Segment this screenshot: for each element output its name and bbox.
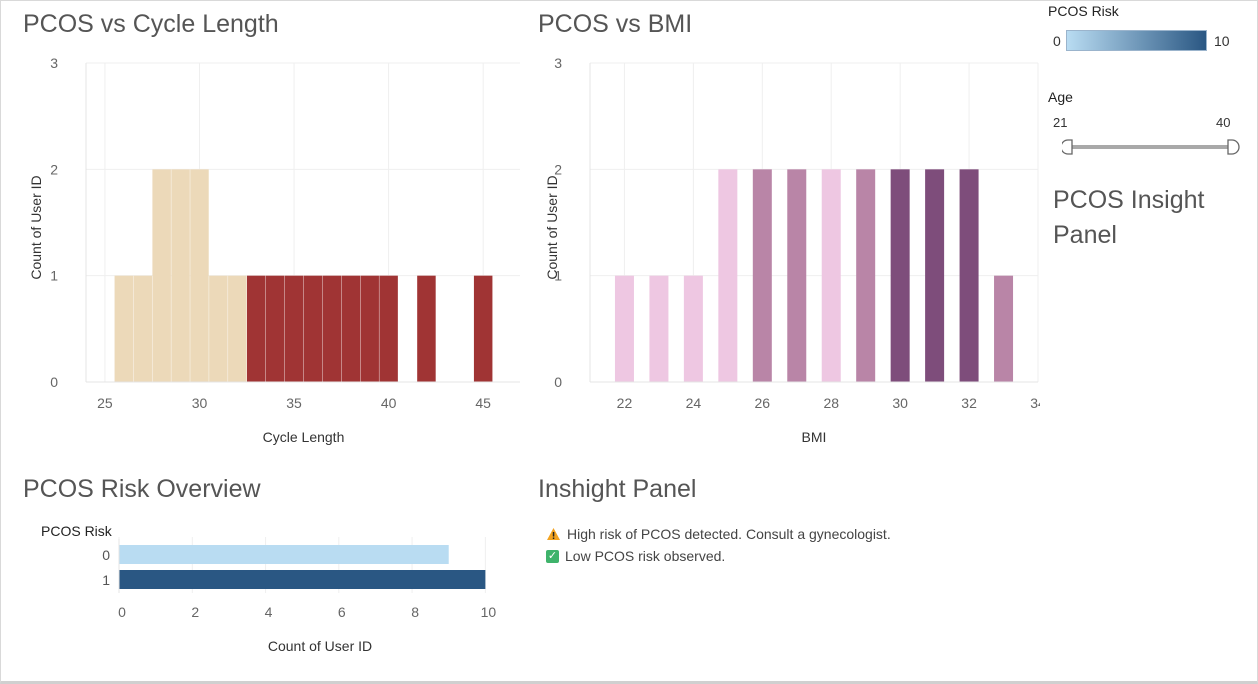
insight-high-risk: High risk of PCOS detected. Consult a gy… bbox=[546, 526, 891, 542]
bmi-y-tick-label: 1 bbox=[554, 268, 562, 284]
bmi-x-tick-label: 34 bbox=[1030, 395, 1040, 411]
risk-category-label: 0 bbox=[102, 547, 110, 563]
risk-bar bbox=[119, 570, 486, 589]
cycle-bar bbox=[360, 275, 379, 382]
cycle-bar bbox=[152, 169, 171, 382]
cycle-bar bbox=[246, 275, 266, 382]
risk-x-tick-label: 0 bbox=[118, 604, 126, 620]
age-slider-low-handle[interactable] bbox=[1062, 139, 1073, 155]
age-slider-track[interactable] bbox=[1072, 145, 1230, 149]
bmi-x-tick-label: 32 bbox=[961, 395, 977, 411]
insight-low-risk-text: Low PCOS risk observed. bbox=[565, 548, 726, 564]
age-filter-max: 40 bbox=[1216, 115, 1231, 130]
risk-category-label: 1 bbox=[102, 572, 110, 588]
cycle-y-tick-label: 1 bbox=[50, 268, 58, 284]
risk-y-axis-title: PCOS Risk bbox=[41, 523, 113, 539]
risk-x-tick-label: 4 bbox=[265, 604, 273, 620]
legend-max: 10 bbox=[1214, 33, 1230, 49]
cycle-bar bbox=[133, 275, 152, 382]
bmi-bar bbox=[787, 169, 807, 382]
cycle-x-tick-label: 40 bbox=[381, 395, 397, 411]
risk-x-tick-label: 6 bbox=[338, 604, 346, 620]
bmi-bar bbox=[994, 275, 1014, 382]
risk-x-axis-label: Count of User ID bbox=[268, 638, 372, 654]
age-range-slider[interactable] bbox=[1062, 136, 1242, 160]
bmi-x-tick-label: 30 bbox=[892, 395, 908, 411]
bmi-y-tick-label: 2 bbox=[554, 161, 562, 177]
cycle-bar bbox=[209, 275, 228, 382]
bmi-bar bbox=[752, 169, 772, 382]
cycle-bar bbox=[114, 275, 134, 382]
bmi-y-tick-label: 0 bbox=[554, 374, 562, 390]
bmi-x-tick-label: 24 bbox=[686, 395, 702, 411]
cycle-bar bbox=[171, 169, 190, 382]
cycle-bar bbox=[379, 275, 398, 382]
bmi-x-tick-label: 26 bbox=[755, 395, 771, 411]
bmi-bar bbox=[890, 169, 910, 382]
cycle-x-tick-label: 25 bbox=[97, 395, 113, 411]
insight-panel-title: Inshight Panel bbox=[538, 475, 697, 503]
cycle-bar bbox=[303, 275, 323, 382]
cycle-bar bbox=[284, 275, 304, 382]
insight-low-risk: ✓ Low PCOS risk observed. bbox=[546, 548, 725, 564]
cycle-x-axis-label: Cycle Length bbox=[263, 429, 345, 445]
bmi-y-axis-label: Count of User ID bbox=[544, 175, 560, 279]
legend-min: 0 bbox=[1053, 33, 1061, 49]
bmi-x-tick-label: 28 bbox=[823, 395, 839, 411]
side-panel-title-line1: PCOS Insight bbox=[1053, 186, 1205, 214]
cycle-y-tick-label: 2 bbox=[50, 161, 58, 177]
bmi-x-tick-label: 22 bbox=[617, 395, 633, 411]
bmi-chart-title: PCOS vs BMI bbox=[538, 10, 693, 38]
risk-x-tick-label: 8 bbox=[411, 604, 419, 620]
cycle-length-chart: 0 1 2 3 25 30 35 40 45 Cycle Length Count of User … bbox=[28, 55, 520, 445]
cycle-bar bbox=[190, 169, 209, 382]
check-icon: ✓ bbox=[546, 549, 559, 563]
cycle-x-tick-label: 35 bbox=[286, 395, 302, 411]
cycle-y-tick-label: 3 bbox=[50, 55, 58, 71]
bmi-bar bbox=[925, 169, 945, 382]
side-panel-title-line2: Panel bbox=[1053, 221, 1117, 249]
cycle-y-axis-label: Count of User ID bbox=[28, 175, 44, 279]
age-filter-min: 21 bbox=[1053, 115, 1068, 130]
cycle-bar bbox=[341, 275, 361, 382]
bmi-bar bbox=[649, 275, 669, 382]
cycle-x-tick-label: 45 bbox=[475, 395, 491, 411]
bmi-bar bbox=[959, 169, 979, 382]
bmi-chart: 0 1 2 3 22 24 26 28 30 32 34 BMI Count of User ID bbox=[544, 55, 1040, 445]
cycle-bar bbox=[265, 275, 285, 382]
age-filter-title: Age bbox=[1048, 89, 1073, 105]
risk-bar bbox=[119, 545, 449, 564]
risk-x-tick-label: 2 bbox=[191, 604, 199, 620]
cycle-bar bbox=[473, 275, 493, 382]
bmi-bar bbox=[821, 169, 841, 382]
color-legend-bar bbox=[1066, 30, 1207, 51]
side-panel-title: PCOS Insight Panel bbox=[1053, 183, 1204, 253]
cycle-bar bbox=[228, 275, 247, 382]
bmi-bar bbox=[856, 169, 876, 382]
risk-chart-title: PCOS Risk Overview bbox=[23, 475, 261, 503]
cycle-bar bbox=[322, 275, 342, 382]
legend-title: PCOS Risk bbox=[1048, 3, 1119, 19]
bmi-x-axis-label: BMI bbox=[802, 429, 827, 445]
cycle-y-tick-label: 0 bbox=[50, 374, 58, 390]
cycle-x-tick-label: 30 bbox=[192, 395, 208, 411]
insight-high-risk-text: High risk of PCOS detected. Consult a gy… bbox=[567, 526, 891, 542]
cycle-chart-title: PCOS vs Cycle Length bbox=[23, 10, 279, 38]
bmi-bar bbox=[718, 169, 738, 382]
risk-x-tick-label: 10 bbox=[481, 604, 497, 620]
cycle-bar bbox=[417, 275, 436, 382]
age-slider-high-handle[interactable] bbox=[1227, 139, 1240, 155]
bmi-bar bbox=[683, 275, 703, 382]
warning-icon bbox=[547, 528, 560, 540]
bmi-y-tick-label: 3 bbox=[554, 55, 562, 71]
bmi-bar bbox=[614, 275, 634, 382]
